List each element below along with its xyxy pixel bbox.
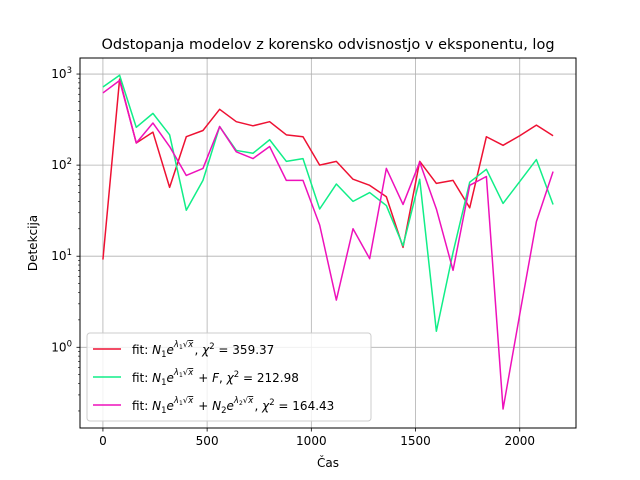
chart-title: Odstopanja modelov z korensko odvisnostj… xyxy=(101,37,554,53)
legend-prefix: fit: xyxy=(132,399,152,413)
legend-lambda-sub: 1 xyxy=(179,400,183,407)
legend-chi: χ xyxy=(226,371,235,385)
legend-chi-value: = 359.37 xyxy=(215,343,275,357)
series-line-2 xyxy=(102,74,554,332)
legend-sqrt: √ xyxy=(183,340,189,350)
legend-plus: + xyxy=(194,371,212,385)
legend-subscript: 1 xyxy=(161,406,166,416)
x-tick-label: 1000 xyxy=(296,434,327,448)
y-tick-label: 103 xyxy=(51,66,72,81)
legend-lambda-sub: 2 xyxy=(239,400,243,407)
legend-subscript: 1 xyxy=(161,350,166,360)
legend-chi-exponent: 2 xyxy=(234,370,239,380)
legend-lambda-sub: 1 xyxy=(179,344,183,351)
legend-sqrt-x: x xyxy=(247,396,254,406)
y-tick-base: 10 xyxy=(51,158,66,172)
legend-sqrt: √ xyxy=(183,396,189,406)
legend-sqrt: √ xyxy=(243,396,249,406)
legend-separator: , xyxy=(194,343,202,357)
legend-chi: χ xyxy=(201,343,210,357)
legend-f: F xyxy=(212,371,220,385)
legend-subscript: 1 xyxy=(161,378,166,388)
y-tick-label: 100 xyxy=(51,339,72,354)
legend-exp-base: e xyxy=(227,399,234,413)
legend-coefficient: N xyxy=(152,371,161,385)
x-tick-label: 500 xyxy=(196,434,219,448)
y-tick-exponent: 3 xyxy=(67,66,72,76)
legend-lambda: λ xyxy=(173,340,179,350)
legend-lambda-sub: 1 xyxy=(179,372,183,379)
y-tick-base: 10 xyxy=(51,67,66,81)
legend-sqrt: √ xyxy=(183,368,189,378)
x-tick-label: 1500 xyxy=(400,434,431,448)
legend-lambda: λ xyxy=(233,396,239,406)
legend-coefficient: N xyxy=(152,343,161,357)
x-axis-label: Čas xyxy=(317,455,339,470)
legend-plus: + xyxy=(194,399,212,413)
x-tick-label: 0 xyxy=(99,434,107,448)
x-tick-label: 2000 xyxy=(504,434,535,448)
legend-chi-exponent: 2 xyxy=(209,342,214,352)
y-tick-base: 10 xyxy=(51,249,66,263)
legend-chi-exponent: 2 xyxy=(269,398,274,408)
y-axis-label: Detekcija xyxy=(26,215,40,271)
y-tick-label: 102 xyxy=(51,157,72,172)
legend-chi: χ xyxy=(261,399,270,413)
legend-label: fit: N1eλ1√x + F, χ2 = 212.98 xyxy=(132,368,299,388)
legend-sqrt-x: x xyxy=(187,368,194,378)
y-tick-base: 10 xyxy=(51,340,66,354)
legend-sqrt-x: x xyxy=(187,396,194,406)
y-tick-label: 101 xyxy=(51,248,72,263)
legend-label: fit: N1eλ1√x + N2eλ2√x , χ2 = 164.43 xyxy=(132,396,334,416)
legend-separator: , xyxy=(219,371,227,385)
legend-exp-base: e xyxy=(167,343,174,357)
legend-coefficient: N xyxy=(212,399,221,413)
y-tick-exponent: 2 xyxy=(67,157,72,167)
legend-prefix: fit: xyxy=(132,343,152,357)
legend-coefficient: N xyxy=(152,399,161,413)
y-tick-exponent: 1 xyxy=(67,248,72,258)
legend-lambda: λ xyxy=(173,368,179,378)
legend-subscript: 2 xyxy=(221,406,226,416)
legend-lambda: λ xyxy=(173,396,179,406)
series-line-3 xyxy=(102,79,554,410)
axes-frame xyxy=(79,57,577,429)
legend-label: fit: N1eλ1√x , χ2 = 359.37 xyxy=(132,340,274,360)
legend-exp-base: e xyxy=(167,371,174,385)
y-tick-exponent: 0 xyxy=(67,339,72,349)
legend-sqrt-x: x xyxy=(187,340,194,350)
legend-prefix: fit: xyxy=(132,371,152,385)
legend-chi-value: = 212.98 xyxy=(239,371,299,385)
legend-exp-base: e xyxy=(167,399,174,413)
series-lines xyxy=(102,74,554,410)
legend-separator: , xyxy=(254,399,262,413)
legend-chi-value: = 164.43 xyxy=(275,399,335,413)
legend-box xyxy=(86,332,372,422)
